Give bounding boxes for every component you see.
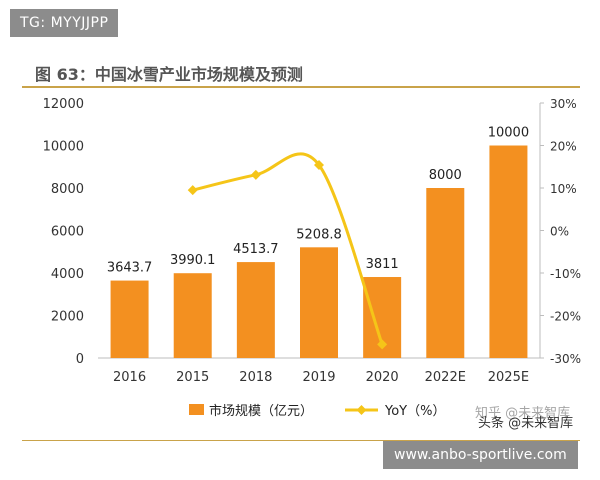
watermark-zhihu: 知乎 @未来智库 xyxy=(475,406,571,421)
bar-value-label: 8000 xyxy=(429,168,462,183)
bar xyxy=(173,273,212,358)
x-tick-label: 2019 xyxy=(302,370,335,385)
yoy-point xyxy=(187,185,198,196)
legend-bar-swatch xyxy=(189,404,204,415)
bar xyxy=(426,188,465,358)
bottom-divider xyxy=(22,440,580,441)
yoy-point xyxy=(314,160,324,171)
x-tick-label: 2018 xyxy=(239,370,272,385)
x-tick-label: 2025E xyxy=(488,370,529,385)
bar-value-label: 10000 xyxy=(488,126,529,141)
bar xyxy=(236,262,275,358)
bar-value-label: 3811 xyxy=(366,257,399,272)
y-left-tick-label: 12000 xyxy=(43,97,84,112)
y-right-tick-label: 30% xyxy=(550,97,577,111)
y-left-tick-label: 2000 xyxy=(51,310,84,325)
x-tick-label: 2020 xyxy=(366,370,399,385)
legend-line-marker xyxy=(356,405,367,415)
y-left-tick-label: 10000 xyxy=(43,140,84,155)
bottom-url-tag: www.anbo-sportlive.com xyxy=(383,441,578,469)
x-tick-label: 2016 xyxy=(113,370,146,385)
x-tick-label: 2015 xyxy=(176,370,209,385)
bar-value-label: 3990.1 xyxy=(170,253,216,268)
y-right-tick-label: 0% xyxy=(550,225,569,239)
bar-value-label: 3643.7 xyxy=(107,261,153,276)
y-left-tick-label: 4000 xyxy=(51,267,84,282)
legend-bar-label: 市场规模（亿元） xyxy=(209,403,313,419)
y-right-tick-label: -10% xyxy=(550,267,581,281)
watermark-toutiao: 头条 @未来智库 xyxy=(478,416,574,431)
y-left-tick-label: 6000 xyxy=(51,225,84,240)
chart-title: 图 63：中国冰雪产业市场规模及预测 xyxy=(35,65,303,84)
bar xyxy=(300,247,338,358)
bar-value-label: 4513.7 xyxy=(233,242,279,257)
bar xyxy=(489,145,528,358)
yoy-point xyxy=(377,339,388,350)
top-watermark-tag: TG: MYYJJPP xyxy=(10,9,119,37)
y-left-tick-label: 8000 xyxy=(51,182,84,197)
y-left-tick-label: 0 xyxy=(76,352,84,367)
y-right-tick-label: -20% xyxy=(550,310,581,324)
legend-line-label: YoY（%） xyxy=(384,404,445,419)
yoy-point xyxy=(250,169,261,180)
bar-value-label: 5208.8 xyxy=(296,227,342,242)
yoy-line xyxy=(192,152,384,345)
x-tick-label: 2022E xyxy=(425,370,466,385)
y-right-tick-label: 10% xyxy=(550,182,577,196)
y-right-tick-label: 20% xyxy=(550,140,577,154)
y-right-tick-label: -30% xyxy=(550,352,581,366)
bar xyxy=(110,280,149,358)
title-divider xyxy=(22,86,580,88)
